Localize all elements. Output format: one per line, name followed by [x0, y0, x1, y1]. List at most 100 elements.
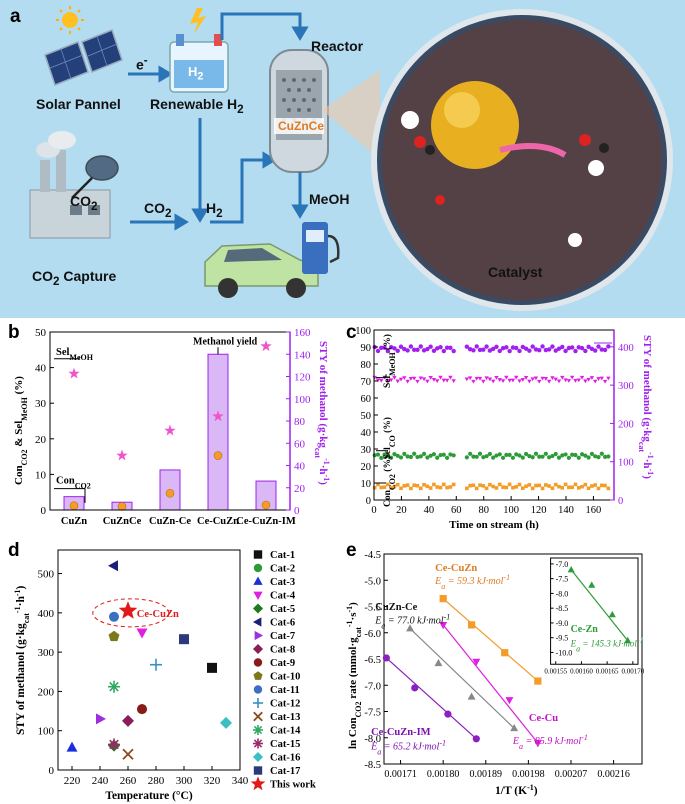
ylabel-left-c-0-part: MeOH — [388, 352, 397, 376]
ylabel-right-b: STY of methanol (g·kgcat-1·h-1) — [314, 341, 332, 485]
inset-ea-e-part: a — [576, 644, 580, 653]
inset-point-e-3 — [624, 636, 632, 644]
ytick-right-label-b-7: 140 — [294, 349, 311, 361]
ylabel-d-part: ·h — [15, 596, 27, 607]
ytick-label-b-5: 50 — [35, 327, 47, 339]
point-c-0-29 — [477, 347, 483, 353]
ylabel-e-part: -1 — [345, 606, 354, 613]
legend-marker-d-14 — [252, 738, 264, 749]
legend-label-d-12: Cat-13 — [270, 712, 300, 723]
series-ea-e-0-part: E — [434, 576, 441, 587]
ylabel-right-b-part: -1 — [323, 475, 332, 482]
point-c-0-65 — [596, 344, 601, 349]
point-c-1-33 — [490, 379, 496, 384]
xtick-label-d-6: 340 — [232, 775, 249, 787]
point-c-2-15 — [421, 451, 427, 456]
point-c-2-33 — [491, 455, 496, 460]
series-ea-e-2-part: kJ·mol — [552, 736, 581, 747]
point-c-3-34 — [494, 486, 499, 490]
frame-d — [57, 549, 241, 771]
xtick-label-e-5: 0.00216 — [597, 769, 630, 780]
point-c-3-43 — [524, 484, 528, 488]
point-c-1-29 — [477, 376, 483, 381]
ylabel-left-c-0-part: Sel — [383, 376, 393, 389]
xtick-label-e-2: 0.00189 — [470, 769, 503, 780]
point-c-3-46 — [534, 483, 538, 488]
point-d-12 — [122, 748, 134, 760]
point-c-2-35 — [497, 452, 502, 457]
point-c-3-60 — [580, 484, 584, 489]
xtick-label-d-4: 300 — [176, 775, 193, 787]
inset-frame-e — [550, 557, 639, 665]
xtick-label-c-5: 100 — [503, 505, 519, 516]
star-point-b-3 — [212, 410, 224, 422]
ytick-label-c-1: 10 — [361, 479, 372, 490]
arrow-to-reactor — [220, 12, 309, 41]
point-c-1-5 — [388, 378, 394, 383]
xtick-label-b-0: CuZn — [61, 516, 87, 527]
electron-label: e- — [136, 54, 148, 73]
point-c-1-55 — [563, 378, 568, 383]
legend-label-d-2: Cat-3 — [270, 577, 295, 588]
point-e-3-0 — [382, 654, 390, 662]
point-c-2-65 — [596, 454, 601, 460]
point-c-3-59 — [576, 486, 581, 490]
xtick-label-d-3: 280 — [148, 775, 165, 787]
point-d-15 — [220, 716, 232, 729]
point-c-3-48 — [540, 486, 545, 491]
series-ea-e-2: Ea = 85.9 kJ·mol-1 — [512, 733, 588, 751]
point-c-1-54 — [560, 375, 565, 380]
ytick-label-c-7: 70 — [361, 377, 372, 388]
point-c-0-56 — [566, 345, 572, 351]
legend-label-d-11: Cat-12 — [270, 699, 300, 710]
point-c-0-22 — [444, 345, 450, 350]
ytick-label-b-1: 10 — [35, 469, 47, 481]
ytick-label-d-2: 200 — [38, 686, 55, 698]
point-d-9 — [108, 630, 120, 642]
point-d-11 — [150, 658, 162, 671]
ylabel-e-part: ln Con — [347, 718, 359, 750]
legend-label-d-6: Cat-7 — [270, 631, 295, 642]
point-d-14 — [108, 738, 120, 751]
series-name-e-0: Ce-CuZn — [435, 563, 477, 574]
ytick-label-e-4: -6.5 — [364, 655, 381, 666]
point-c-1-25 — [464, 377, 470, 382]
point-c-2-32 — [487, 451, 492, 457]
xlabel-c: Time on stream (h) — [449, 519, 539, 531]
point-c-1-41 — [517, 379, 522, 384]
series-c-2 — [372, 451, 611, 460]
ylabel-d-part: cat — [22, 613, 31, 624]
point-c-2-13 — [415, 454, 420, 460]
point-c-0-44 — [527, 348, 532, 353]
point-c-1-34 — [494, 375, 499, 380]
series-ea-e-2-part: a — [519, 742, 523, 751]
point-c-1-52 — [553, 377, 558, 382]
point-c-3-25 — [465, 486, 469, 491]
point-c-1-46 — [533, 376, 539, 381]
point-c-2-36 — [500, 455, 506, 460]
catalyst-label: Catalyst — [488, 264, 543, 280]
point-c-0-32 — [487, 348, 493, 353]
ylabel-d: STY of methanol (g·kgcat-1·h-1) — [13, 585, 31, 735]
ytick-label-b-2: 20 — [35, 434, 47, 446]
point-c-1-26 — [467, 376, 473, 381]
ylabel-left-c-0: SelMeOH (%) — [382, 334, 397, 388]
series-c-3 — [372, 482, 611, 491]
inset-xtick-label-e-3: 0.00170 — [621, 667, 644, 675]
ytick-right-label-b-2: 40 — [294, 461, 306, 473]
xtick-label-c-4: 80 — [478, 505, 489, 516]
ytick-right-label-b-6: 120 — [294, 372, 311, 384]
point-c-2-42 — [520, 455, 525, 460]
point-c-1-63 — [589, 376, 595, 380]
cuznce-label: CuZnCe — [278, 119, 324, 133]
point-c-1-48 — [540, 376, 545, 381]
point-c-3-22 — [445, 485, 449, 490]
orange-point-b-1 — [117, 502, 127, 511]
fit-line-e-1 — [409, 628, 515, 729]
point-c-2-23 — [448, 452, 453, 457]
reactor-label: Reactor — [311, 38, 364, 54]
point-c-1-14 — [418, 376, 423, 381]
series-name-e-2: Ce-Cu — [529, 713, 558, 724]
point-c-3-49 — [544, 483, 548, 487]
highlight-ellipse-d — [92, 598, 170, 628]
